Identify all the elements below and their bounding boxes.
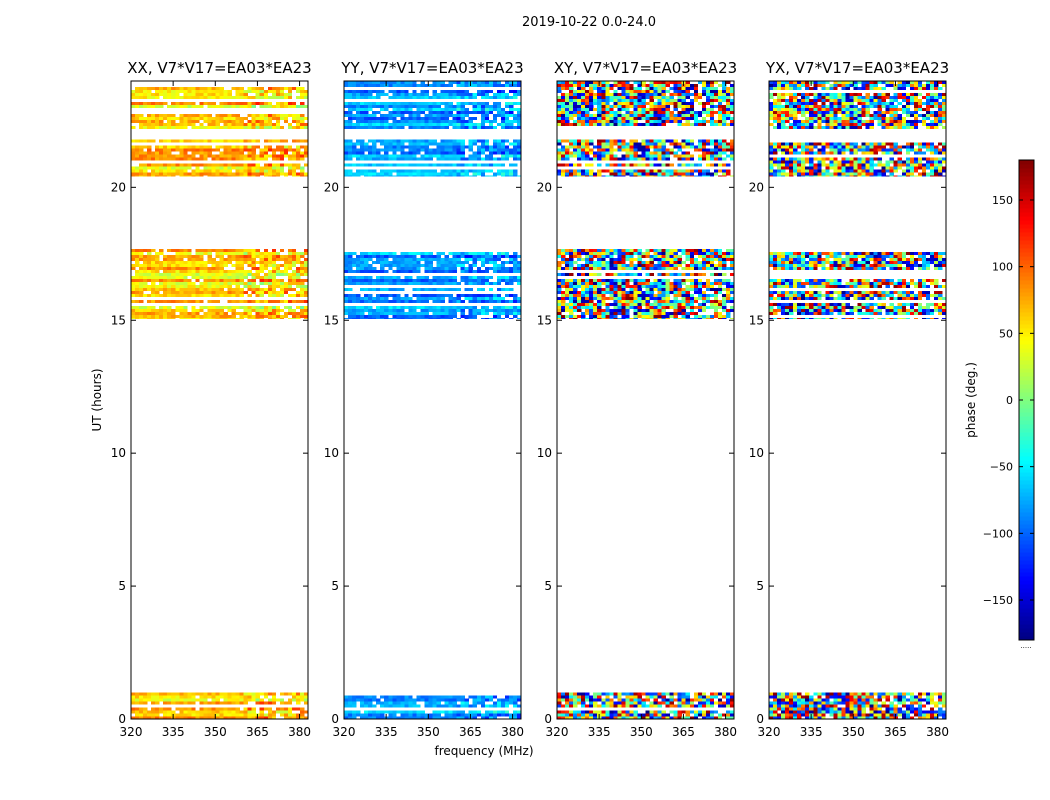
- colorbar-tick-label: 100: [992, 261, 1013, 274]
- y-tick-label: 5: [118, 579, 126, 593]
- panel-1: YY, V7*V17=EA03*EA23 320 335 350 365 380 0 5 10 1…: [324, 59, 524, 739]
- y-tick-label: 10: [749, 446, 764, 460]
- y-tick-label: 10: [111, 446, 126, 460]
- x-tick-label: 380: [926, 725, 949, 739]
- y-tick-label: 20: [537, 180, 552, 194]
- x-tick-label: 335: [375, 725, 398, 739]
- x-tick-label: 320: [120, 725, 143, 739]
- colorbar-tick-label: 50: [999, 327, 1013, 340]
- y-tick-label: 20: [324, 180, 339, 194]
- y-tick-label: 0: [756, 712, 764, 726]
- x-tick-label: 335: [800, 725, 823, 739]
- colorbar-tick-label: −100: [983, 527, 1013, 540]
- colorbar-tick-label: 0: [1006, 394, 1013, 407]
- x-tick-label: 320: [546, 725, 569, 739]
- axes-frame: [130, 80, 309, 720]
- x-tick-label: 335: [588, 725, 611, 739]
- x-tick-label: 365: [884, 725, 907, 739]
- x-axis-label: frequency (MHz): [434, 744, 533, 758]
- colorbar-gradient: [1019, 160, 1034, 641]
- y-tick-label: 5: [544, 579, 552, 593]
- x-tick-label: 380: [501, 725, 524, 739]
- axes-frame: [556, 80, 735, 720]
- y-tick-label: 0: [331, 712, 339, 726]
- y-tick-label: 5: [756, 579, 764, 593]
- x-tick-label: 335: [162, 725, 185, 739]
- panel-title: XX, V7*V17=EA03*EA23: [127, 59, 311, 77]
- x-tick-label: 380: [288, 725, 311, 739]
- heatmap-image: [131, 87, 309, 719]
- x-tick-label: 365: [459, 725, 482, 739]
- colorbar-tick-label: −50: [990, 461, 1013, 474]
- panel-title: XY, V7*V17=EA03*EA23: [554, 59, 737, 77]
- y-tick-label: 0: [544, 712, 552, 726]
- y-axis-label: UT (hours): [90, 368, 104, 431]
- x-tick-label: 350: [842, 725, 865, 739]
- y-tick-label: 10: [537, 446, 552, 460]
- x-tick-label: 350: [630, 725, 653, 739]
- axes-frame: [768, 80, 947, 720]
- y-tick-label: 20: [749, 180, 764, 194]
- x-tick-label: 320: [758, 725, 781, 739]
- y-tick-label: 0: [118, 712, 126, 726]
- axes-frame: [343, 80, 522, 720]
- colorbar-note: .....: [1020, 642, 1031, 650]
- x-tick-label: 350: [204, 725, 227, 739]
- panel-title: YY, V7*V17=EA03*EA23: [340, 59, 523, 77]
- panel-3: YX, V7*V17=EA03*EA23 320 335 350 365 380 0 5 10 1…: [749, 59, 949, 739]
- y-tick-label: 15: [749, 313, 764, 327]
- x-tick-label: 365: [672, 725, 695, 739]
- panel-0: XX, V7*V17=EA03*EA23 320 335 350 365 380 0 5 10 1…: [111, 59, 312, 739]
- colorbar-label: phase (deg.): [964, 362, 978, 438]
- y-tick-label: 5: [331, 579, 339, 593]
- colorbar-tick-label: 150: [992, 194, 1013, 207]
- heatmap-image: [557, 81, 735, 719]
- panels-group: XX, V7*V17=EA03*EA23 320 335 350 365 380 0 5 10 1…: [111, 59, 949, 739]
- figure-suptitle: 2019-10-22 0.0-24.0: [522, 15, 656, 30]
- colorbar-tick-label: −150: [983, 594, 1013, 607]
- colorbar: −150 −100 −50 0 50 100 150: [983, 159, 1035, 641]
- y-tick-label: 10: [324, 446, 339, 460]
- y-tick-label: 15: [111, 313, 126, 327]
- y-tick-label: 15: [324, 313, 339, 327]
- panel-2: XY, V7*V17=EA03*EA23 320 335 350 365 380 0 5 10 1…: [537, 59, 737, 739]
- y-tick-label: 15: [537, 313, 552, 327]
- y-tick-label: 20: [111, 180, 126, 194]
- x-tick-label: 365: [246, 725, 269, 739]
- heatmap-image: [769, 81, 947, 719]
- heatmap-image: [344, 81, 522, 719]
- x-tick-label: 320: [333, 725, 356, 739]
- x-tick-label: 380: [714, 725, 737, 739]
- x-tick-label: 350: [417, 725, 440, 739]
- panel-title: YX, V7*V17=EA03*EA23: [765, 59, 949, 77]
